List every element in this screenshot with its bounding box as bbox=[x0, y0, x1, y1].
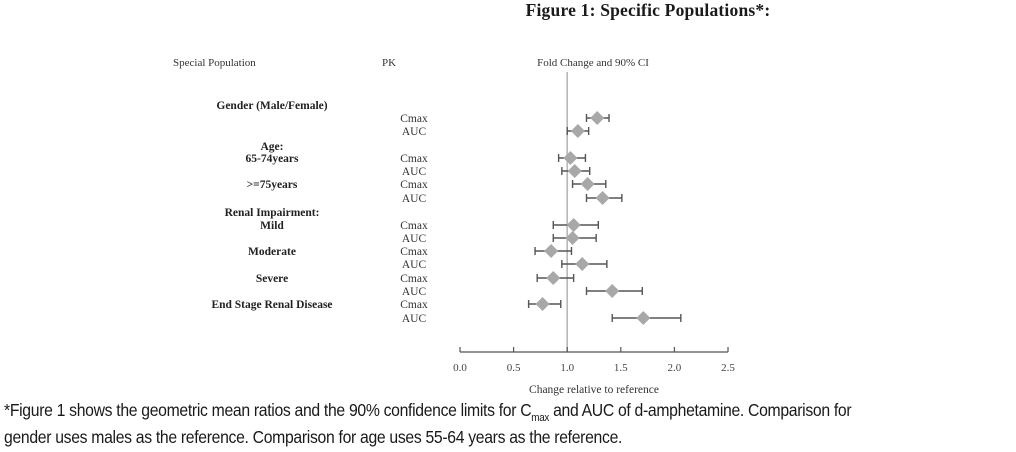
footnote-line1-end: and AUC of d-amphetamine. Comparison for bbox=[549, 400, 852, 420]
pk-label-cmax: Cmax bbox=[400, 220, 428, 232]
x-tick-label: 2.5 bbox=[721, 362, 735, 374]
point-estimate-diamond bbox=[605, 284, 620, 298]
header-special-population: Special Population bbox=[173, 57, 256, 69]
x-tick-label: 1.0 bbox=[560, 362, 574, 374]
group-label-severe: Severe bbox=[256, 273, 288, 285]
forest-plot: Special Population PK Fold Change and 90… bbox=[173, 57, 735, 396]
x-axis: 0.0 0.5 1.0 1.5 2.0 2.5 bbox=[453, 347, 735, 374]
forest-marks bbox=[527, 111, 682, 325]
forest-row bbox=[571, 177, 607, 191]
point-estimate-diamond bbox=[570, 124, 585, 138]
group-label-gender: Gender (Male/Female) bbox=[216, 100, 327, 112]
point-estimate-diamond bbox=[575, 257, 590, 271]
pk-label-auc: AUC bbox=[402, 313, 427, 325]
forest-row bbox=[561, 257, 608, 271]
x-tick-label: 0.5 bbox=[507, 362, 521, 374]
group-label-age: Age: bbox=[261, 141, 284, 153]
group-label-esrd: End Stage Renal Disease bbox=[211, 299, 332, 311]
forest-row bbox=[552, 231, 597, 245]
figure-title: Figure 1: Specific Populations*: bbox=[525, 0, 771, 20]
forest-row bbox=[566, 124, 590, 138]
forest-row bbox=[585, 111, 610, 125]
forest-row bbox=[536, 271, 575, 285]
point-estimate-diamond bbox=[565, 231, 580, 245]
forest-row bbox=[561, 164, 591, 178]
pk-label-cmax: Cmax bbox=[400, 113, 428, 125]
x-tick-label: 0.0 bbox=[453, 362, 467, 374]
header-pk: PK bbox=[382, 57, 396, 69]
footnote-subscript: max bbox=[531, 412, 550, 424]
forest-row bbox=[585, 284, 643, 298]
point-estimate-diamond bbox=[567, 164, 582, 178]
pk-label-cmax: Cmax bbox=[400, 273, 428, 285]
forest-row bbox=[527, 297, 562, 311]
point-estimate-diamond bbox=[546, 271, 561, 285]
forest-row bbox=[585, 191, 623, 205]
pk-label-auc: AUC bbox=[402, 259, 427, 271]
point-estimate-diamond bbox=[566, 218, 581, 232]
pk-label-cmax: Cmax bbox=[400, 179, 428, 191]
group-label-mild: Mild bbox=[260, 220, 284, 232]
point-estimate-diamond bbox=[590, 111, 605, 125]
pk-label-auc: AUC bbox=[402, 193, 427, 205]
pk-label-auc: AUC bbox=[402, 286, 427, 298]
footnote-line2: gender uses males as the reference. Comp… bbox=[4, 427, 623, 447]
x-tick-label: 2.0 bbox=[668, 362, 682, 374]
footnote: *Figure 1 shows the geometric mean ratio… bbox=[4, 401, 913, 447]
point-estimate-diamond bbox=[563, 151, 578, 165]
group-label-renal: Renal Impairment: bbox=[225, 207, 320, 219]
pk-label-cmax: Cmax bbox=[400, 153, 428, 165]
point-estimate-diamond bbox=[535, 297, 550, 311]
forest-row bbox=[552, 218, 599, 232]
x-axis-label: Change relative to reference bbox=[529, 384, 659, 396]
group-label-age-65-74: 65-74years bbox=[245, 153, 299, 165]
forest-row bbox=[534, 244, 573, 258]
point-estimate-diamond bbox=[636, 311, 651, 325]
forest-row bbox=[557, 151, 587, 165]
point-estimate-diamond bbox=[580, 177, 595, 191]
pk-label-auc: AUC bbox=[402, 233, 427, 245]
pk-label-auc: AUC bbox=[402, 166, 427, 178]
pk-label-cmax: Cmax bbox=[400, 299, 428, 311]
point-estimate-diamond bbox=[544, 244, 559, 258]
x-tick-label: 1.5 bbox=[614, 362, 628, 374]
pk-labels: CmaxAUCCmaxAUCCmaxAUCCmaxAUCCmaxAUCCmaxA… bbox=[400, 113, 428, 325]
forest-row bbox=[611, 311, 682, 325]
point-estimate-diamond bbox=[595, 191, 610, 205]
group-label-moderate: Moderate bbox=[248, 246, 296, 258]
footnote-line1-start: *Figure 1 shows the geometric mean ratio… bbox=[4, 400, 532, 420]
header-fold-change: Fold Change and 90% CI bbox=[537, 57, 649, 69]
pk-label-auc: AUC bbox=[402, 126, 427, 138]
group-label-age-75plus: >=75years bbox=[247, 179, 298, 191]
pk-label-cmax: Cmax bbox=[400, 246, 428, 258]
